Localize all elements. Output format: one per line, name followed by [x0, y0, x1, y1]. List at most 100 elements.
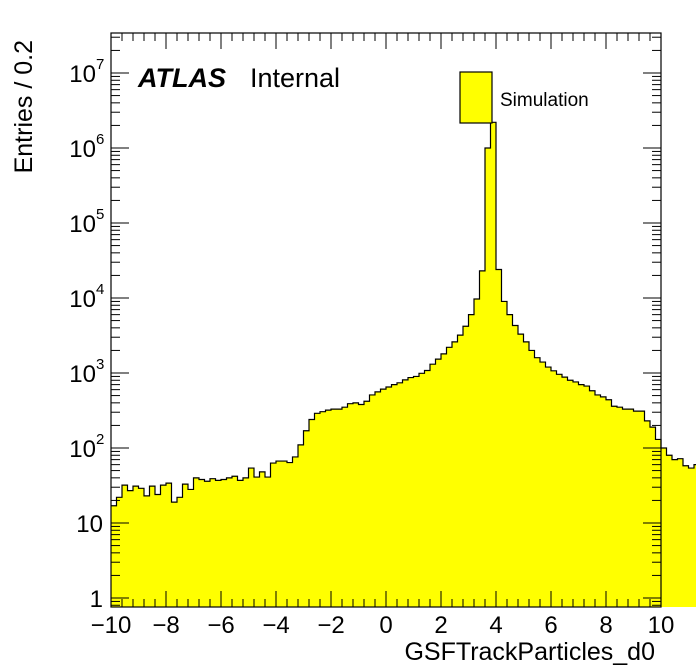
histogram-bin — [666, 455, 673, 607]
y-tick-exponent: 6 — [96, 131, 104, 148]
histogram-bin — [210, 478, 216, 607]
histogram-outline — [111, 121, 696, 507]
histogram-bin — [402, 379, 409, 607]
histogram-bin — [589, 390, 596, 607]
histogram-bin — [243, 477, 249, 607]
histogram-bin — [611, 406, 618, 607]
histogram-bin — [281, 461, 288, 607]
y-tick-exponent: 2 — [96, 431, 104, 448]
histogram-bin — [694, 464, 696, 607]
histogram-bin — [430, 364, 436, 607]
histogram-bin — [386, 387, 392, 607]
histogram-bin — [419, 373, 425, 607]
histogram-bin — [468, 314, 475, 607]
histogram-bin — [309, 419, 315, 607]
histogram-bin — [270, 463, 277, 607]
histogram-bin — [369, 394, 376, 607]
histogram-bin — [518, 334, 524, 607]
histogram-bin — [226, 477, 233, 607]
histogram-bin — [111, 505, 117, 607]
histogram-bin — [672, 459, 678, 607]
y-axis-title: Entries / 0.2 — [10, 40, 38, 173]
histogram-bin — [116, 497, 123, 607]
histogram-bin — [397, 382, 403, 607]
internal-label: Internal — [250, 63, 340, 93]
histogram-bin — [188, 489, 194, 607]
y-tick-label: 10 — [69, 211, 96, 238]
histogram-bin — [144, 495, 150, 607]
histogram-bin — [628, 409, 634, 607]
y-tick-exponent: 5 — [96, 206, 104, 223]
atlas-label: ATLAS — [137, 63, 226, 93]
legend-swatch — [459, 71, 493, 124]
x-tick-label: 6 — [544, 612, 557, 639]
histogram-bin — [595, 394, 601, 607]
histogram-bin — [551, 370, 557, 607]
histogram-bin — [617, 407, 623, 607]
x-tick-label: −2 — [317, 612, 344, 639]
histogram-bin — [600, 396, 607, 607]
histogram-bin — [215, 480, 222, 607]
histogram-bin — [622, 409, 629, 607]
y-tick-exponent: 4 — [96, 281, 104, 298]
x-tick-label: −10 — [91, 612, 132, 639]
histogram-bars — [111, 121, 696, 607]
x-tick-label: −6 — [207, 612, 234, 639]
histogram-bin — [639, 411, 645, 607]
histogram-bin — [287, 462, 293, 607]
histogram-bin — [683, 465, 689, 607]
x-tick-label: −4 — [262, 612, 289, 639]
histogram-bin — [677, 458, 684, 607]
histogram-bin — [149, 486, 156, 607]
x-tick-label: 0 — [379, 612, 392, 639]
histogram-bin — [232, 476, 238, 607]
histogram-bin — [424, 370, 431, 607]
histogram-bin — [358, 404, 365, 607]
histogram-bin — [331, 409, 337, 607]
y-tick-label: 10 — [76, 511, 103, 538]
histogram-bin — [347, 403, 354, 607]
x-tick-label: 4 — [489, 612, 502, 639]
histogram-bin — [353, 402, 359, 607]
histogram-bin — [633, 411, 640, 607]
histogram-bin — [650, 427, 656, 607]
histogram-bin — [325, 410, 332, 607]
histogram-bin — [276, 461, 282, 607]
histogram-bin — [237, 480, 244, 607]
histogram-bin — [303, 430, 310, 607]
histogram-bin — [298, 444, 304, 607]
histogram-bin — [441, 353, 447, 607]
histogram-bin — [177, 497, 183, 607]
x-tick-label: 2 — [434, 612, 447, 639]
y-tick-exponent: 3 — [96, 356, 104, 373]
histogram-bin — [529, 350, 535, 607]
histogram-bin — [127, 490, 134, 607]
histogram-bin — [661, 448, 667, 607]
histogram-bin — [259, 471, 266, 607]
histogram-bin — [408, 377, 414, 607]
histogram-bin — [342, 407, 348, 607]
histogram-bin — [452, 341, 458, 607]
histogram-bin — [166, 483, 172, 607]
histogram-bin — [292, 456, 299, 607]
histogram-bin — [122, 485, 128, 607]
histogram-bin — [463, 326, 469, 607]
histogram-bin — [501, 301, 508, 607]
histogram-bin — [182, 484, 189, 607]
histogram-bin — [523, 341, 530, 607]
histogram-bin — [512, 325, 519, 607]
x-tick-label: 8 — [599, 612, 612, 639]
histogram-bin — [336, 409, 343, 607]
histogram-bin — [688, 468, 695, 607]
x-axis-title: GSFTrackParticles_d0 — [404, 638, 655, 666]
histogram-bin — [490, 122, 497, 607]
histogram-bin — [507, 314, 513, 607]
y-tick-label: 10 — [69, 61, 96, 88]
y-tick-label: 10 — [69, 136, 96, 163]
histogram-bin — [193, 477, 200, 607]
y-tick-label: 10 — [69, 361, 96, 388]
histogram-bin — [485, 148, 491, 607]
x-tick-label: −8 — [152, 612, 179, 639]
